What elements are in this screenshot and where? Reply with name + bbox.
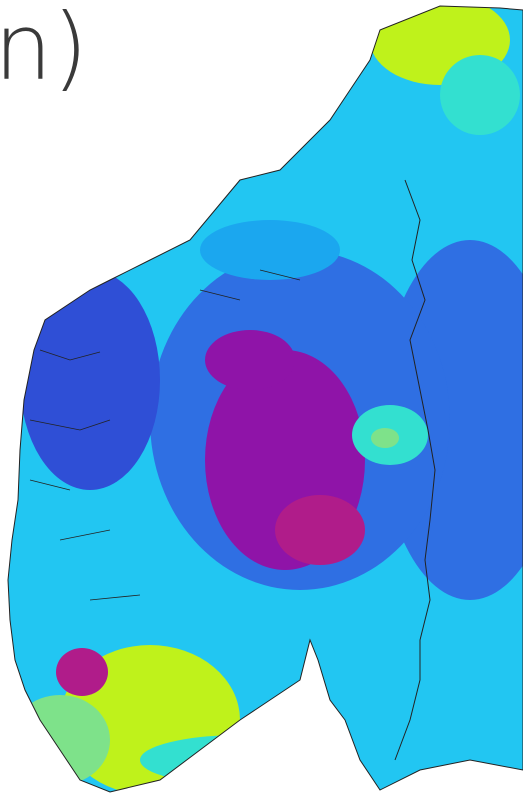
southwest-purple-spot [56, 648, 108, 696]
purple-patch-south [275, 495, 365, 565]
north-sky-zone [200, 220, 340, 280]
north-teal-zone [440, 55, 520, 135]
south-coast-teal [140, 735, 340, 785]
fjord-lines [29, 269, 301, 601]
west-blue-zone [20, 270, 160, 490]
east-green-spot [371, 428, 399, 448]
figure-panel-label: n) [0, 0, 89, 101]
national-border-line [394, 179, 436, 761]
southwest-green-zone [10, 695, 110, 785]
purple-patch-north [205, 330, 295, 390]
coastline-outline [7, 5, 523, 793]
